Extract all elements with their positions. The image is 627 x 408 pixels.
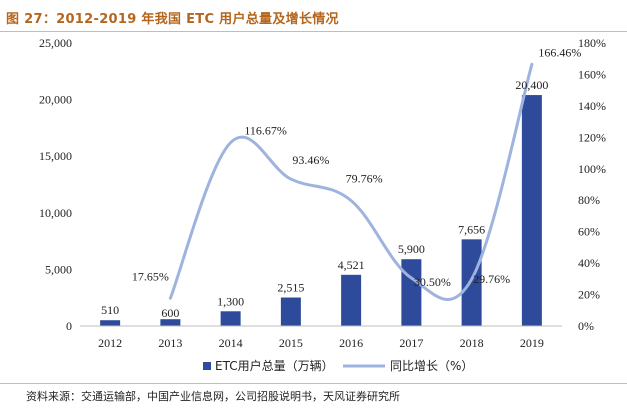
- bar-data-label: 510: [101, 303, 119, 317]
- bar: [160, 319, 180, 326]
- line-data-label: 93.46%: [292, 153, 329, 167]
- source-rule: [0, 383, 627, 384]
- bar: [281, 298, 301, 326]
- y-axis-right: 0% 20% 40% 60% 80% 100% 120% 140% 160% 180%: [578, 36, 606, 333]
- x-tick-label: 2018: [460, 336, 484, 350]
- y-right-tick-label: 120%: [578, 130, 606, 144]
- x-tick-label: 2016: [339, 336, 363, 350]
- y-axis-left: 0 5,000 10,000 15,000 20,000 25,000: [39, 36, 72, 333]
- bar-series: [100, 95, 542, 326]
- bar: [341, 275, 361, 326]
- x-tick-label: 2013: [158, 336, 182, 350]
- x-tick-label: 2019: [520, 336, 544, 350]
- bar: [401, 259, 421, 326]
- y-right-tick-label: 140%: [578, 99, 606, 113]
- line-data-label: 79.76%: [346, 172, 383, 186]
- y-right-tick-label: 60%: [578, 225, 600, 239]
- y-left-tick-label: 15,000: [39, 149, 72, 163]
- bar-data-label: 7,656: [458, 222, 485, 236]
- x-tick-label: 2015: [279, 336, 303, 350]
- legend-bar-label: ETC用户总量（万辆）: [215, 358, 334, 373]
- y-left-tick-label: 25,000: [39, 36, 72, 50]
- y-right-tick-label: 40%: [578, 256, 600, 270]
- x-tick-label: 2017: [399, 336, 423, 350]
- y-right-tick-label: 20%: [578, 288, 600, 302]
- line-data-label: 30.50%: [414, 275, 451, 289]
- bar: [221, 311, 241, 326]
- y-right-tick-label: 80%: [578, 193, 600, 207]
- bar-data-label: 2,515: [277, 281, 304, 295]
- line-data-label: 17.65%: [132, 269, 169, 283]
- legend-bar-swatch: [203, 362, 211, 370]
- chart: 0 5,000 10,000 15,000 20,000 25,000 0% 20% 40% 6…: [0, 0, 627, 408]
- bar-data-label: 20,400: [515, 78, 548, 92]
- bar-data-label: 1,300: [217, 294, 244, 308]
- line-data-label: 116.67%: [244, 124, 287, 138]
- bar-data-label: 600: [161, 306, 179, 320]
- bar: [100, 320, 120, 326]
- bar-data-label: 4,521: [338, 258, 365, 272]
- y-left-tick-label: 5,000: [45, 262, 72, 276]
- bar: [522, 95, 542, 326]
- line-data-labels: 17.65% 116.67% 93.46% 79.76% 30.50% 29.76% 166…: [132, 45, 582, 289]
- y-left-tick-label: 20,000: [39, 93, 72, 107]
- legend-line-label: 同比增长（%）: [390, 359, 473, 373]
- line-data-label: 166.46%: [538, 45, 581, 59]
- y-right-tick-label: 180%: [578, 36, 606, 50]
- y-right-tick-label: 100%: [578, 162, 606, 176]
- y-left-tick-label: 10,000: [39, 206, 72, 220]
- y-right-tick-label: 160%: [578, 67, 606, 81]
- y-left-tick-label: 0: [66, 319, 72, 333]
- bar-data-label: 5,900: [398, 242, 425, 256]
- x-tick-label: 2014: [219, 336, 243, 350]
- line-data-label: 29.76%: [473, 272, 510, 286]
- legend: ETC用户总量（万辆） 同比增长（%）: [203, 358, 473, 373]
- y-right-tick-label: 0%: [578, 319, 594, 333]
- x-axis: 2012 2013 2014 2015 2016 2017 2018 2019: [98, 336, 544, 350]
- source-note: 资料来源：交通运输部，中国产业信息网，公司招股说明书，天风证券研究所: [26, 388, 400, 404]
- x-tick-label: 2012: [98, 336, 122, 350]
